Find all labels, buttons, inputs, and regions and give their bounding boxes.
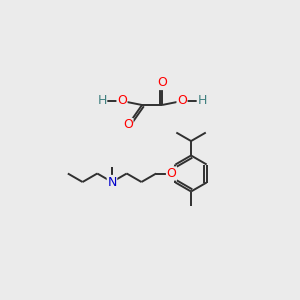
Text: O: O bbox=[123, 118, 133, 131]
Text: O: O bbox=[177, 94, 187, 107]
Text: O: O bbox=[117, 94, 127, 107]
Text: O: O bbox=[157, 76, 167, 89]
Text: O: O bbox=[167, 167, 176, 180]
Text: H: H bbox=[197, 94, 207, 107]
Text: N: N bbox=[107, 176, 117, 188]
Text: H: H bbox=[97, 94, 107, 107]
